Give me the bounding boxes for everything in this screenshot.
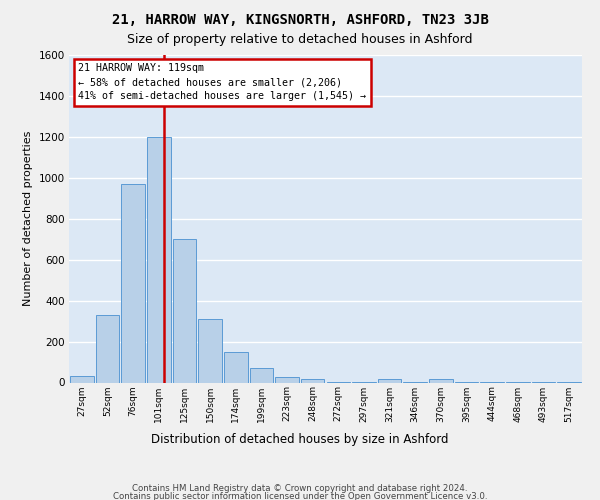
Bar xyxy=(378,380,401,382)
Text: Contains HM Land Registry data © Crown copyright and database right 2024.: Contains HM Land Registry data © Crown c… xyxy=(132,484,468,493)
Bar xyxy=(429,380,453,382)
Bar xyxy=(198,319,222,382)
Text: Size of property relative to detached houses in Ashford: Size of property relative to detached ho… xyxy=(127,32,473,46)
Bar xyxy=(121,184,145,382)
Text: 21, HARROW WAY, KINGSNORTH, ASHFORD, TN23 3JB: 21, HARROW WAY, KINGSNORTH, ASHFORD, TN2… xyxy=(112,12,488,26)
Bar xyxy=(301,380,325,382)
Text: 21 HARROW WAY: 119sqm
← 58% of detached houses are smaller (2,206)
41% of semi-d: 21 HARROW WAY: 119sqm ← 58% of detached … xyxy=(78,63,366,101)
Bar xyxy=(224,352,248,382)
Bar xyxy=(275,378,299,382)
Y-axis label: Number of detached properties: Number of detached properties xyxy=(23,131,33,306)
Bar xyxy=(70,376,94,382)
Bar xyxy=(250,368,273,382)
Bar xyxy=(95,315,119,382)
Text: Contains public sector information licensed under the Open Government Licence v3: Contains public sector information licen… xyxy=(113,492,487,500)
Bar xyxy=(173,239,196,382)
Bar xyxy=(147,137,170,382)
Text: Distribution of detached houses by size in Ashford: Distribution of detached houses by size … xyxy=(151,432,449,446)
